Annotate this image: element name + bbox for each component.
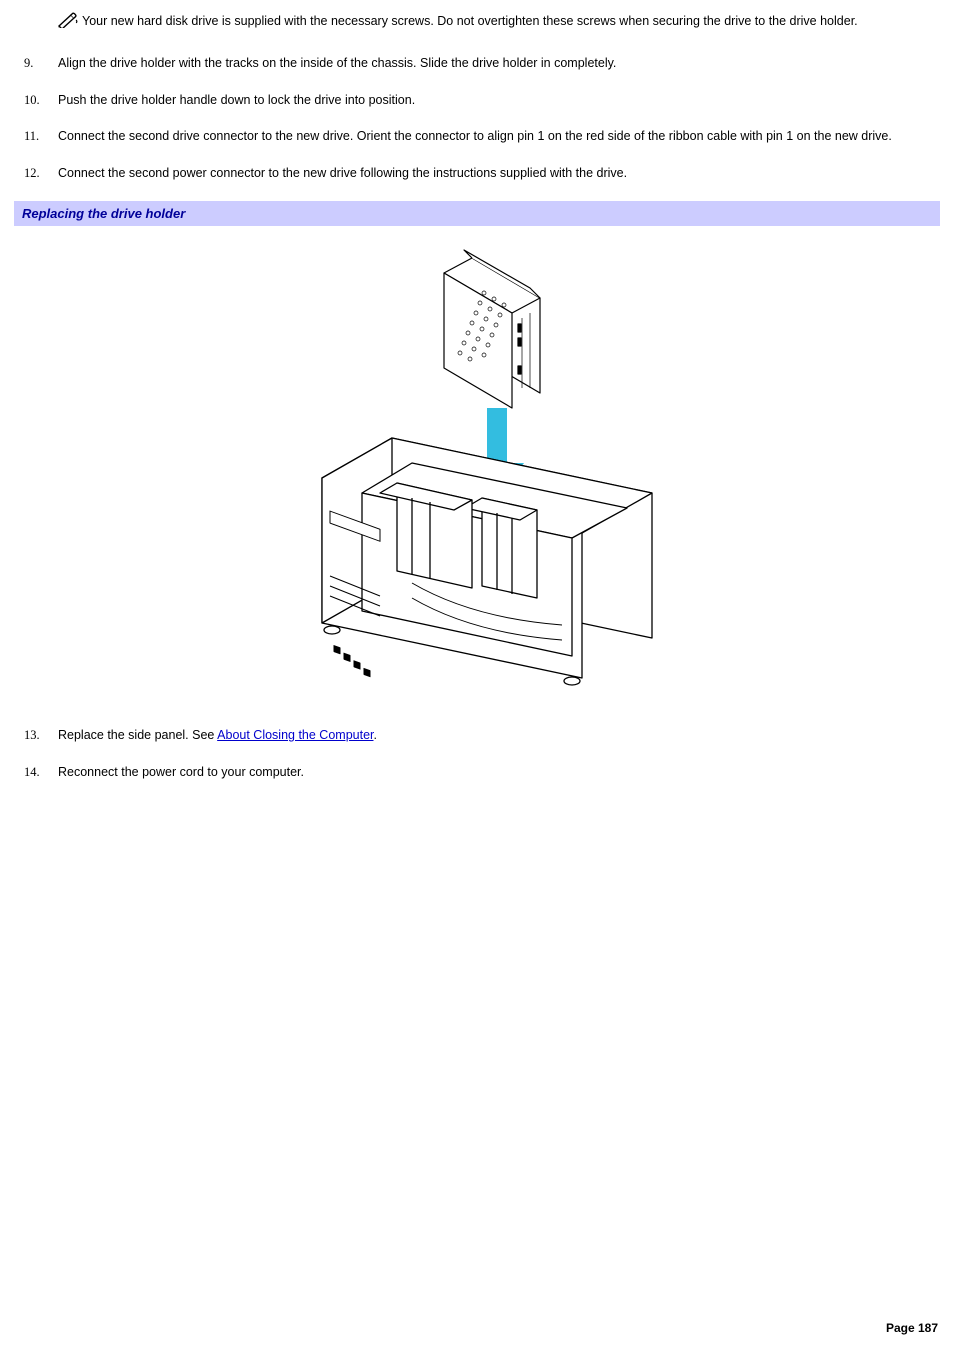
step-text: Connect the second drive connector to th… xyxy=(58,129,892,143)
note-text: Your new hard disk drive is supplied wit… xyxy=(82,14,858,28)
note-pencil-icon xyxy=(58,12,78,34)
section-heading: Replacing the drive holder xyxy=(14,201,940,227)
link-about-closing-computer[interactable]: About Closing the Computer xyxy=(217,728,373,742)
step-10: 10. Push the drive holder handle down to… xyxy=(24,91,940,110)
figure-drive-holder xyxy=(14,238,940,704)
step-text: Reconnect the power cord to your compute… xyxy=(58,765,304,779)
page-number: Page 187 xyxy=(886,1319,938,1337)
step-13: 13. Replace the side panel. See About Cl… xyxy=(24,726,940,745)
step-number: 14. xyxy=(24,763,40,782)
step-number: 12. xyxy=(24,164,40,183)
step-text-pre: Replace the side panel. See xyxy=(58,728,217,742)
step-number: 10. xyxy=(24,91,40,110)
steps-list-upper: 9. Align the drive holder with the track… xyxy=(24,54,940,183)
step-text: Connect the second power connector to th… xyxy=(58,166,627,180)
step-14: 14. Reconnect the power cord to your com… xyxy=(24,763,940,782)
step-12: 12. Connect the second power connector t… xyxy=(24,164,940,183)
step-text-post: . xyxy=(374,728,377,742)
steps-list-lower: 13. Replace the side panel. See About Cl… xyxy=(24,726,940,782)
step-text: Push the drive holder handle down to loc… xyxy=(58,93,415,107)
step-11: 11. Connect the second drive connector t… xyxy=(24,127,940,146)
step-number: 9. xyxy=(24,54,33,73)
step-number: 13. xyxy=(24,726,40,745)
step-9: 9. Align the drive holder with the track… xyxy=(24,54,940,73)
step-number: 11. xyxy=(24,127,39,146)
note-block: Your new hard disk drive is supplied wit… xyxy=(58,12,940,34)
step-text: Align the drive holder with the tracks o… xyxy=(58,56,616,70)
